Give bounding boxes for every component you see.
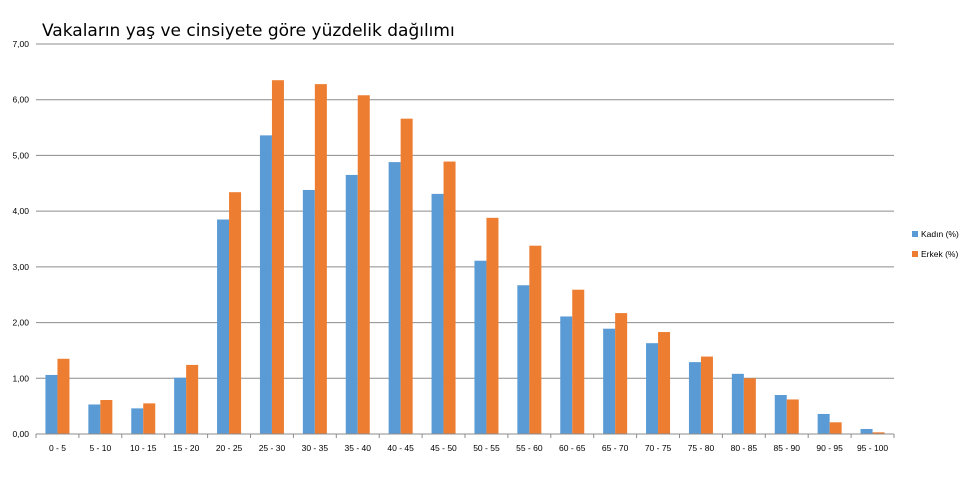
bar-erkek bbox=[572, 289, 585, 434]
bar-erkek bbox=[829, 422, 842, 434]
bar-erkek bbox=[57, 358, 70, 434]
x-tick-label: 60 - 65 bbox=[559, 443, 586, 453]
x-tick-label: 85 - 90 bbox=[774, 443, 801, 453]
y-tick-label: 0,00 bbox=[12, 429, 29, 439]
bar-kadin bbox=[688, 362, 701, 434]
bar-erkek bbox=[658, 332, 671, 434]
bar-kadin bbox=[474, 260, 487, 434]
bar-kadin bbox=[217, 219, 230, 434]
legend-label: Erkek (%) bbox=[921, 249, 958, 259]
bar-kadin bbox=[774, 395, 787, 434]
bar-kadin bbox=[860, 428, 873, 434]
x-tick-label: 30 - 35 bbox=[302, 443, 329, 453]
bar-kadin bbox=[817, 413, 830, 434]
x-tick-label: 0 - 5 bbox=[49, 443, 66, 453]
bar-erkek bbox=[486, 217, 499, 434]
x-axis-ticks: 0 - 5 5 - 10 10 - 15 15 - 20 20 - 25 25 - 30 3… bbox=[35, 434, 895, 453]
bar-erkek bbox=[443, 161, 456, 435]
y-tick-label: 2,00 bbox=[12, 318, 29, 328]
bar-kadin bbox=[174, 377, 187, 434]
bar-kadin bbox=[603, 328, 616, 434]
x-tick-label: 95 - 100 bbox=[857, 443, 888, 453]
x-tick-label: 80 - 85 bbox=[731, 443, 758, 453]
y-tick-label: 5,00 bbox=[12, 150, 29, 160]
x-tick-label: 50 - 55 bbox=[473, 443, 500, 453]
chart-title: Vakaların yaş ve cinsiyete göre yüzdelik… bbox=[42, 21, 455, 41]
bar-erkek bbox=[872, 432, 885, 434]
x-tick-label: 40 - 45 bbox=[387, 443, 414, 453]
bar-kadin bbox=[345, 174, 358, 434]
x-tick-label: 20 - 25 bbox=[216, 443, 243, 453]
bar-kadin bbox=[646, 343, 659, 434]
legend-swatch bbox=[912, 251, 918, 257]
x-tick-label: 5 - 10 bbox=[89, 443, 111, 453]
y-axis-ticks: 0,00 1,00 2,00 3,00 4,00 5,00 6,00 7,00 bbox=[12, 39, 29, 439]
x-tick-label: 90 - 95 bbox=[816, 443, 843, 453]
bar-kadin bbox=[259, 135, 272, 434]
y-tick-label: 7,00 bbox=[12, 39, 29, 49]
x-tick-label: 15 - 20 bbox=[173, 443, 200, 453]
y-tick-label: 6,00 bbox=[12, 95, 29, 105]
bar-erkek bbox=[700, 356, 713, 434]
x-tick-label: 65 - 70 bbox=[602, 443, 629, 453]
bar-erkek bbox=[186, 364, 199, 434]
bar-kadin bbox=[88, 404, 101, 434]
x-tick-label: 25 - 30 bbox=[259, 443, 286, 453]
x-tick-label: 10 - 15 bbox=[130, 443, 157, 453]
bar-kadin bbox=[560, 316, 573, 434]
bar-erkek bbox=[143, 403, 156, 434]
bar-erkek bbox=[529, 245, 542, 434]
x-tick-label: 45 - 50 bbox=[430, 443, 457, 453]
y-tick-label: 1,00 bbox=[12, 373, 29, 383]
y-tick-label: 4,00 bbox=[12, 206, 29, 216]
bar-erkek bbox=[786, 399, 799, 434]
bar-kadin bbox=[731, 373, 744, 434]
bar-kadin bbox=[45, 374, 58, 434]
bar-erkek bbox=[271, 80, 284, 434]
bar-erkek bbox=[229, 192, 242, 434]
x-tick-label: 75 - 80 bbox=[688, 443, 715, 453]
bar-erkek bbox=[743, 378, 756, 434]
bar-erkek bbox=[100, 400, 113, 434]
bar-erkek bbox=[357, 95, 370, 434]
x-tick-label: 35 - 40 bbox=[345, 443, 372, 453]
bar-kadin bbox=[388, 162, 401, 434]
bar-kadin bbox=[431, 193, 444, 434]
bar-erkek bbox=[314, 84, 327, 434]
legend: Kadın (%) Erkek (%) bbox=[912, 229, 959, 259]
bar-kadin bbox=[131, 408, 144, 434]
bar-kadin bbox=[517, 285, 530, 434]
bar-kadin bbox=[302, 189, 315, 434]
bar-erkek bbox=[400, 118, 413, 435]
x-tick-label: 70 - 75 bbox=[645, 443, 672, 453]
x-tick-label: 55 - 60 bbox=[516, 443, 543, 453]
legend-swatch bbox=[912, 231, 918, 237]
gridlines bbox=[36, 43, 894, 379]
y-tick-label: 3,00 bbox=[12, 262, 29, 272]
legend-label: Kadın (%) bbox=[921, 229, 959, 239]
bars bbox=[45, 80, 885, 435]
bar-erkek bbox=[615, 313, 628, 434]
